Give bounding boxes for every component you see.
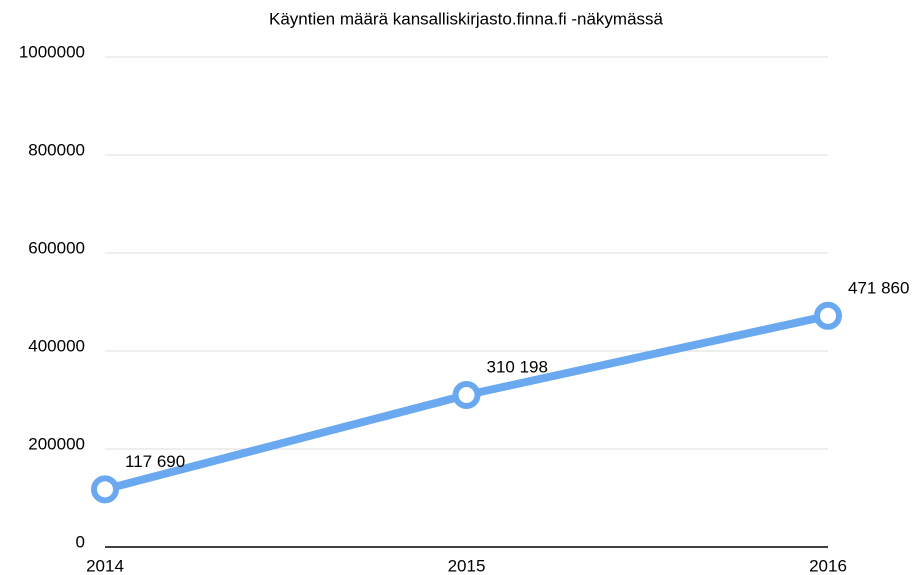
y-tick-label: 200000 <box>28 434 85 453</box>
x-tick-label: 2014 <box>86 556 124 575</box>
y-tick-label: 0 <box>76 532 85 551</box>
data-label: 471 860 <box>848 278 909 297</box>
y-tick-label: 800000 <box>28 140 85 159</box>
y-tick-label: 400000 <box>28 336 85 355</box>
y-tick-label: 600000 <box>28 238 85 257</box>
data-point <box>452 381 481 410</box>
chart-title: Käyntien määrä kansalliskirjasto.finna.f… <box>269 9 664 28</box>
data-point <box>91 475 119 504</box>
data-point <box>814 301 842 330</box>
data-label: 117 690 <box>125 452 185 471</box>
x-tick-label: 2015 <box>448 556 486 575</box>
x-tick-label: 2016 <box>809 556 847 575</box>
y-tick-label: 1000000 <box>19 42 85 61</box>
data-label: 310 198 <box>487 357 548 376</box>
